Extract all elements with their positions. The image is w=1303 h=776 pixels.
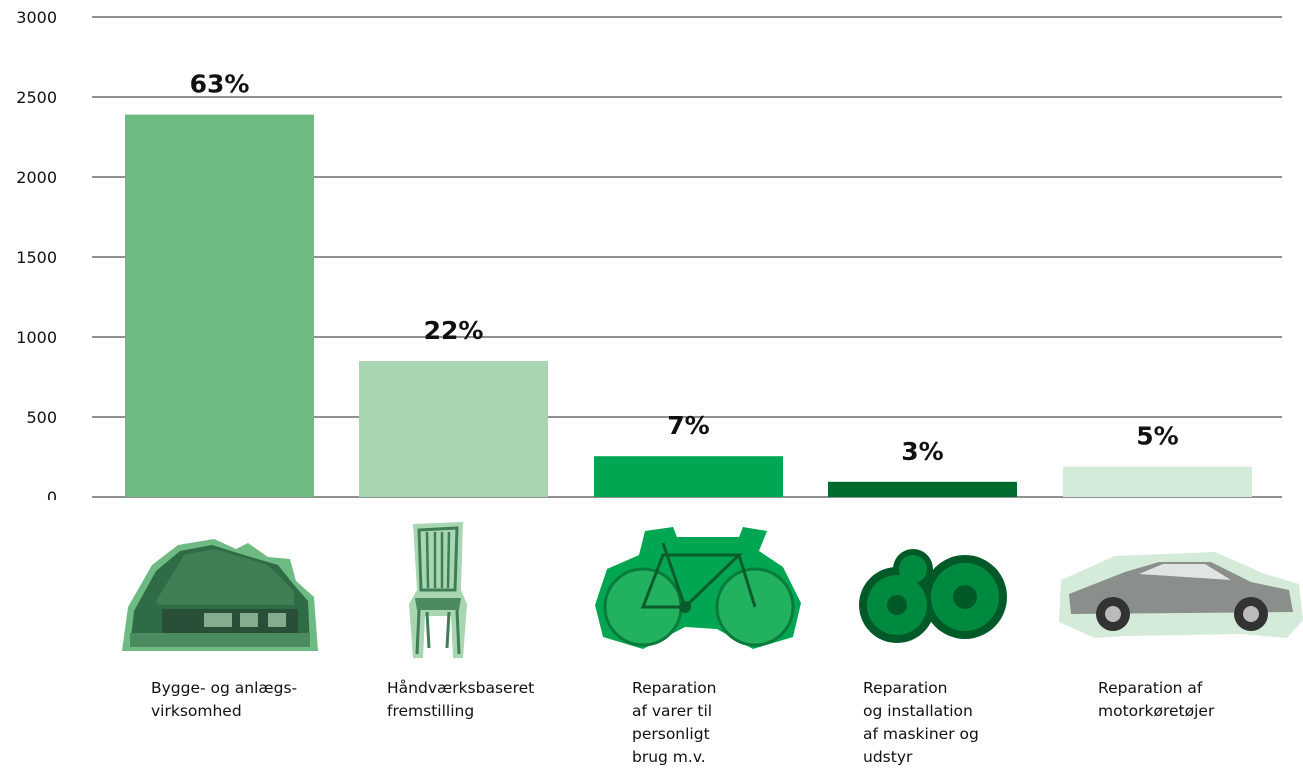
bar bbox=[594, 456, 783, 497]
bar bbox=[828, 481, 1017, 497]
y-tick-label: 2000 bbox=[16, 168, 57, 187]
bar bbox=[1063, 466, 1252, 497]
y-tick-label: 2500 bbox=[16, 88, 57, 107]
bar bbox=[125, 114, 314, 497]
data-label: 22% bbox=[424, 316, 484, 345]
data-labels: 63% 22% 7% 3% 5% bbox=[190, 70, 1179, 466]
chair-icon bbox=[407, 520, 469, 660]
y-axis: 0 500 1000 1500 2000 2500 3000 bbox=[16, 8, 57, 500]
bars bbox=[125, 114, 1252, 497]
house-icon bbox=[118, 535, 318, 653]
gears-icon bbox=[857, 545, 1007, 645]
category-label-reparation-maskiner: Reparation og installation af maskiner o… bbox=[863, 679, 979, 766]
category-label-bygge: Bygge- og anlægs- virksomhed bbox=[151, 679, 298, 720]
bar bbox=[359, 361, 548, 497]
car-icon bbox=[1055, 550, 1303, 640]
y-tick-label: 1000 bbox=[16, 328, 57, 347]
bicycle-icon bbox=[593, 525, 803, 650]
bar-chart: 0 500 1000 1500 2000 2500 3000 63% 22% 7% 3% 5% bbox=[16, 8, 1282, 500]
y-tick-label: 1500 bbox=[16, 248, 57, 267]
data-label: 3% bbox=[901, 437, 943, 466]
y-tick-label: 500 bbox=[26, 408, 57, 427]
y-tick-label: 0 bbox=[47, 488, 57, 500]
category-label-reparation-varer: Reparation af varer til personligt brug … bbox=[632, 679, 717, 766]
data-label: 5% bbox=[1136, 422, 1178, 451]
data-label: 63% bbox=[190, 70, 250, 99]
data-label: 7% bbox=[667, 411, 709, 440]
y-tick-label: 3000 bbox=[16, 8, 57, 27]
category-label-haandvaerk: Håndværksbaseret fremstilling bbox=[387, 679, 535, 720]
category-label-reparation-motor: Reparation af motorkøretøjer bbox=[1098, 679, 1215, 720]
